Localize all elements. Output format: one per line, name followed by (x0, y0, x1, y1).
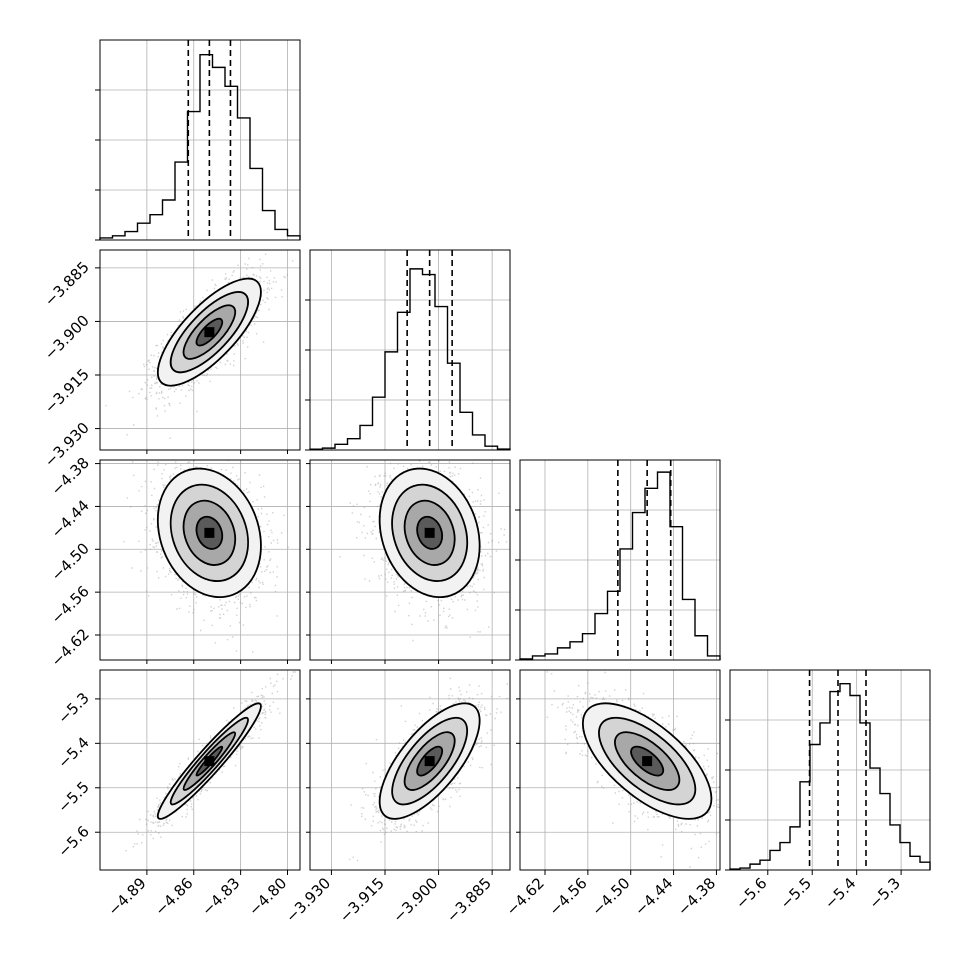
y-tick-label: −3.915 (41, 365, 93, 417)
panel-frame (519, 669, 721, 871)
contour-line (416, 745, 444, 777)
panel-content (100, 250, 300, 450)
density-panel-1-4 (99, 669, 301, 871)
contour-line (391, 716, 469, 806)
contour-line (156, 467, 262, 599)
contour-line (614, 731, 681, 791)
density-peak (204, 327, 215, 338)
x-tick-label: −5.5 (777, 874, 815, 912)
y-tick-label: −5.4 (54, 733, 92, 771)
contour-line (403, 499, 456, 566)
contour-line (378, 702, 481, 820)
x-tick-label: −5.4 (821, 874, 859, 912)
density-peak (642, 756, 653, 767)
density-panel-1-3 (99, 459, 301, 661)
contour-line (169, 291, 249, 374)
histogram-panel-4 (725, 669, 931, 871)
x-tick-label: −4.86 (151, 874, 196, 919)
panel-content (100, 460, 300, 660)
histogram-panel-2 (305, 249, 511, 451)
x-tick-label: −5.6 (732, 874, 770, 912)
panel-content (520, 670, 720, 870)
histogram-step (99, 54, 301, 240)
contour-line (169, 483, 249, 582)
y-tick-label: −4.62 (48, 625, 93, 670)
panel-frame (309, 669, 511, 871)
x-tick-label: −4.83 (198, 874, 243, 919)
y-tick-label: −4.44 (48, 497, 93, 542)
density-peak (204, 756, 215, 767)
panel-frame (99, 249, 301, 451)
contour-line (391, 483, 469, 582)
contour-line (403, 731, 456, 791)
x-tick-label: −4.44 (631, 874, 676, 919)
density-peak (204, 527, 215, 538)
histogram-step (519, 471, 721, 660)
x-tick-label: −3.885 (443, 874, 495, 926)
x-tick-label: −4.56 (545, 874, 590, 919)
contour-line (156, 277, 262, 387)
histogram-panel-3 (515, 459, 721, 661)
contour-line (378, 467, 481, 599)
y-tick-label: −4.56 (48, 582, 93, 627)
x-tick-label: −3.900 (389, 874, 441, 926)
panel-frame (99, 669, 301, 871)
x-tick-label: −3.930 (282, 874, 334, 926)
x-tick-label: −5.3 (865, 874, 903, 912)
histogram-step (729, 683, 931, 870)
density-panel-2-3 (309, 459, 511, 661)
density-panel-2-4 (309, 669, 511, 871)
contour-line (416, 515, 444, 550)
contour-line (182, 499, 237, 566)
y-tick-label: −3.900 (41, 312, 93, 364)
x-tick-label: −3.915 (336, 874, 388, 926)
contour-line (169, 716, 249, 806)
y-tick-label: −4.50 (48, 539, 93, 584)
panel-frame (309, 459, 511, 661)
x-tick-label: −4.38 (674, 874, 719, 919)
contour-line (182, 304, 237, 360)
contour-line (598, 716, 697, 806)
density-peak (424, 527, 435, 538)
y-tick-label: −5.3 (54, 689, 92, 727)
panel-content (310, 670, 510, 870)
contour-line (156, 702, 262, 820)
contour-line (581, 702, 713, 820)
x-tick-label: −4.50 (588, 874, 633, 919)
contour-line (195, 515, 224, 550)
density-panel-3-4 (519, 669, 721, 871)
density-peak (424, 756, 435, 767)
panel-content (310, 460, 510, 660)
y-tick-label: −5.6 (54, 822, 92, 860)
contour-line (630, 745, 665, 777)
x-tick-label: −4.89 (104, 874, 149, 919)
density-panel-1-2 (99, 249, 301, 451)
y-tick-label: −5.5 (54, 778, 92, 816)
panel-frame (99, 459, 301, 661)
histogram-panel-1 (95, 39, 301, 241)
histogram-step (309, 268, 511, 450)
x-tick-label: −4.62 (503, 874, 548, 919)
y-tick-label: −3.885 (41, 258, 93, 310)
panel-content (100, 670, 300, 870)
